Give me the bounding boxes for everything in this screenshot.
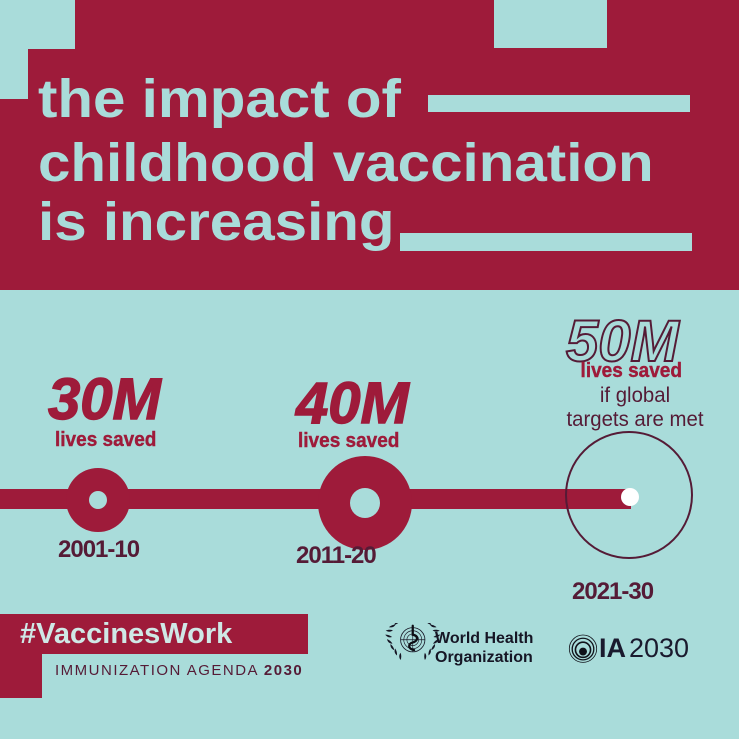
svg-text:World Health: World Health	[435, 630, 533, 647]
svg-text:2030: 2030	[629, 633, 689, 663]
svg-text:IA: IA	[599, 633, 626, 663]
svg-text:Organization: Organization	[435, 649, 533, 666]
